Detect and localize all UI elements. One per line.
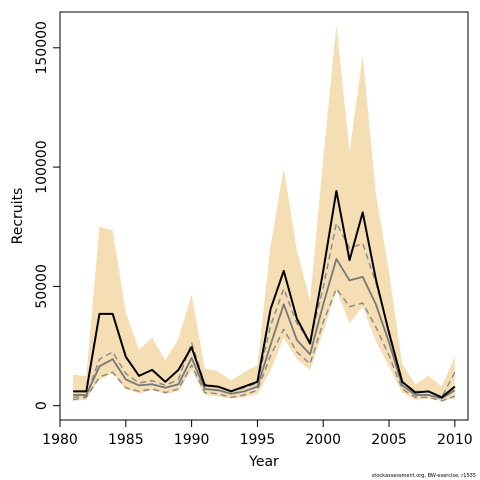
x-tick-label: 1985 — [108, 432, 144, 448]
y-tick-label: 100000 — [34, 140, 50, 193]
credit-text: stockassessment.org, BW-exercise, r1535 — [372, 473, 476, 479]
x-tick-label: 2010 — [437, 432, 473, 448]
y-axis-title: Recruits — [10, 188, 26, 245]
series-line-2 — [73, 258, 456, 400]
series-lines — [73, 189, 456, 402]
series-line-4 — [73, 288, 456, 402]
series-line-1 — [73, 189, 456, 399]
x-tick-label: 1990 — [174, 432, 210, 448]
x-tick-label: 2000 — [305, 432, 341, 448]
y-tick-label: 150000 — [34, 21, 50, 74]
x-axis-title: Year — [248, 454, 279, 470]
y-tick-label: 0 — [34, 401, 50, 410]
x-tick-label: 1980 — [42, 432, 78, 448]
y-axis: 0 50000 100000 150000 — [34, 21, 60, 410]
x-tick-label: 1995 — [240, 432, 276, 448]
confidence-band — [73, 25, 455, 401]
y-tick-label: 50000 — [34, 264, 50, 309]
x-axis: 1980 1985 1990 1995 2000 2005 2010 — [42, 420, 473, 448]
plot-frame — [59, 11, 469, 421]
band-area — [73, 25, 455, 401]
x-tick-label: 2005 — [371, 432, 407, 448]
